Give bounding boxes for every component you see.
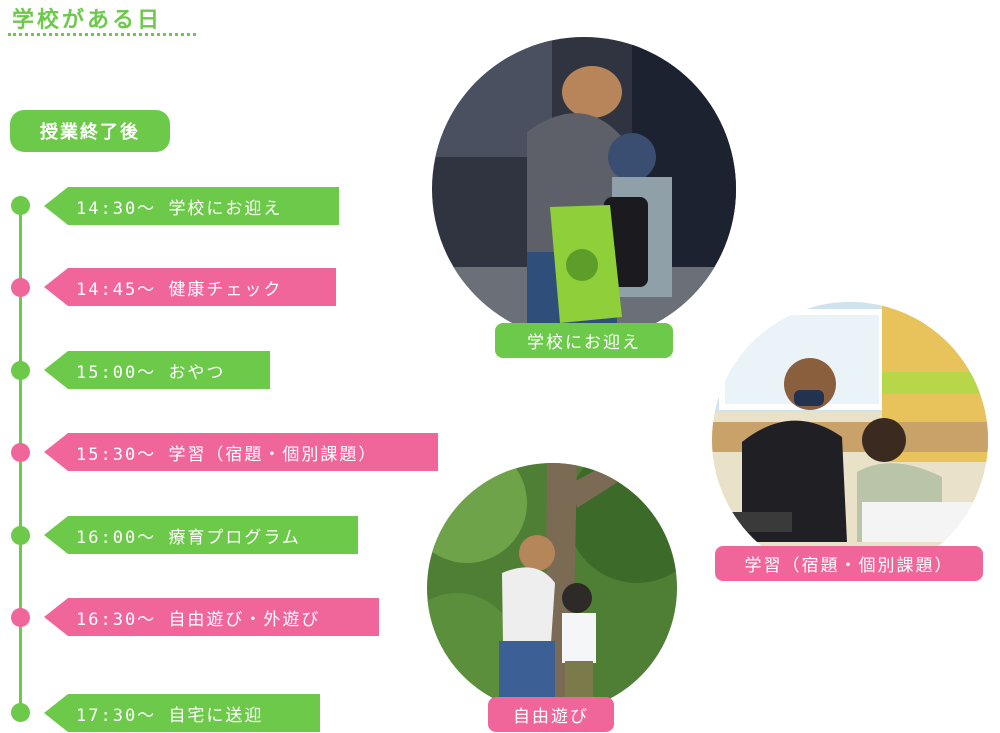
photo-caption-play: 自由遊び — [488, 697, 614, 732]
schedule-activity: 学習（宿題・個別課題） — [168, 444, 378, 465]
schedule-time: 16:00〜 — [76, 527, 157, 548]
title-underline — [8, 33, 196, 36]
schedule-time: 16:30〜 — [76, 609, 157, 630]
schedule-time: 14:45〜 — [76, 279, 157, 300]
timeline-dot — [11, 443, 30, 462]
schedule-time: 15:00〜 — [76, 362, 157, 383]
photo-caption-pickup: 学校にお迎え — [495, 323, 673, 358]
timeline-dot — [11, 608, 30, 627]
timeline-dot — [11, 361, 30, 380]
section-badge: 授業終了後 — [10, 110, 170, 152]
schedule-item: 16:30〜 自由遊び・外遊び — [44, 598, 379, 636]
schedule-activity: 療育プログラム — [168, 527, 301, 548]
schedule-item: 15:00〜 おやつ — [44, 351, 270, 389]
timeline-dot — [11, 278, 30, 297]
photo-school-pickup — [432, 37, 736, 341]
schedule-activity: 自由遊び・外遊び — [168, 609, 321, 630]
schedule-item: 14:30〜 学校にお迎え — [44, 187, 339, 225]
schedule-activity: おやつ — [168, 362, 226, 383]
schedule-activity: 学校にお迎え — [168, 198, 283, 219]
photo-free-play — [427, 463, 677, 713]
schedule-item: 16:00〜 療育プログラム — [44, 516, 358, 554]
schedule-activity: 健康チェック — [168, 279, 283, 300]
page-title: 学校がある日 — [12, 8, 163, 33]
timeline-dot — [11, 703, 30, 722]
schedule-item: 15:30〜 学習（宿題・個別課題） — [44, 433, 438, 471]
timeline-dot — [11, 526, 30, 545]
photo-caption-study: 学習（宿題・個別課題） — [715, 546, 983, 581]
schedule-time: 17:30〜 — [76, 705, 157, 726]
schedule-time: 15:30〜 — [76, 444, 157, 465]
schedule-item: 17:30〜 自宅に送迎 — [44, 694, 320, 732]
timeline-dot — [11, 196, 30, 215]
photo-study — [712, 302, 988, 578]
schedule-item: 14:45〜 健康チェック — [44, 268, 336, 306]
schedule-activity: 自宅に送迎 — [168, 705, 264, 726]
schedule-time: 14:30〜 — [76, 198, 157, 219]
